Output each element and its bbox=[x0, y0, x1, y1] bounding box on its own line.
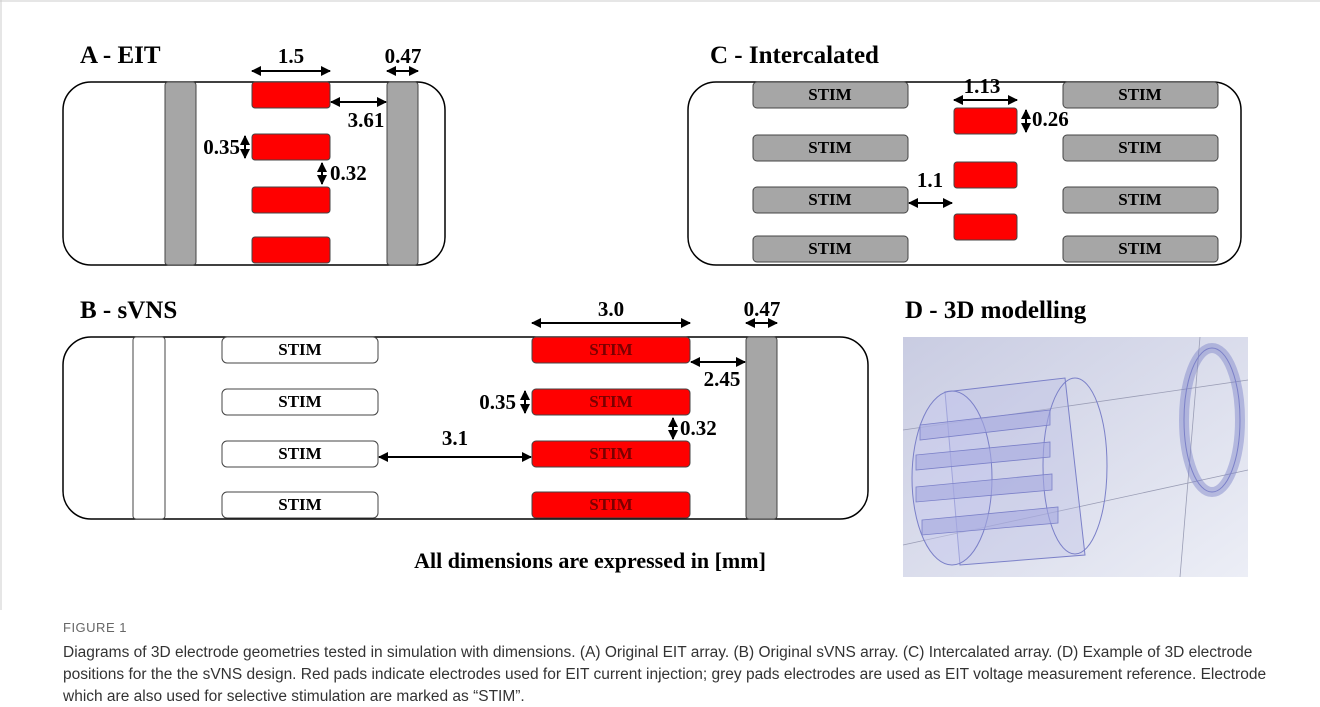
dim-label: 2.45 bbox=[704, 367, 741, 391]
stim-label: STIM bbox=[278, 392, 321, 411]
red-pad bbox=[252, 82, 330, 108]
stim-label: STIM bbox=[808, 85, 851, 104]
page-body: A - EIT 1.5 0.47 3.61 0.35 0.32 C - Inte… bbox=[0, 0, 1320, 707]
grey-band bbox=[746, 337, 777, 519]
dim-label: 3.61 bbox=[348, 108, 385, 132]
dim-label: 0.47 bbox=[744, 297, 781, 321]
figure: A - EIT 1.5 0.47 3.61 0.35 0.32 C - Inte… bbox=[0, 0, 1320, 610]
dim-label: 0.35 bbox=[203, 135, 240, 159]
render-3d bbox=[903, 337, 1248, 577]
red-pad bbox=[252, 134, 330, 160]
white-band bbox=[133, 337, 165, 519]
panel-title: D - 3D modelling bbox=[905, 297, 1087, 324]
stim-label: STIM bbox=[1118, 85, 1161, 104]
page: {"panel_a": {"title": "A - EIT", "dims":… bbox=[0, 0, 1320, 707]
red-pad bbox=[954, 214, 1017, 240]
dim-label: 0.35 bbox=[479, 390, 516, 414]
dim-label: 0.26 bbox=[1032, 107, 1069, 131]
stim-label: STIM bbox=[589, 495, 632, 514]
stim-label: STIM bbox=[808, 138, 851, 157]
panel-title: C - Intercalated bbox=[710, 42, 879, 69]
stim-label: STIM bbox=[589, 392, 632, 411]
dim-label: 0.47 bbox=[385, 44, 422, 68]
dim-label: 0.32 bbox=[330, 161, 367, 185]
stim-label: STIM bbox=[808, 239, 851, 258]
stim-label: STIM bbox=[1118, 190, 1161, 209]
caption-text: Diagrams of 3D electrode geometries test… bbox=[63, 642, 1278, 707]
stim-label: STIM bbox=[1118, 138, 1161, 157]
red-pad bbox=[954, 162, 1017, 188]
stim-label: STIM bbox=[589, 444, 632, 463]
stim-label: STIM bbox=[278, 444, 321, 463]
caption-label: FIGURE 1 bbox=[63, 620, 127, 635]
red-pad bbox=[252, 187, 330, 213]
grey-band bbox=[387, 82, 418, 265]
dim-label: 0.32 bbox=[680, 416, 717, 440]
stim-label: STIM bbox=[278, 495, 321, 514]
dim-label: 1.13 bbox=[964, 74, 1001, 98]
dim-label: 1.1 bbox=[917, 168, 943, 192]
dim-label: 3.1 bbox=[442, 426, 468, 450]
stim-label: STIM bbox=[589, 340, 632, 359]
stim-label: STIM bbox=[1118, 239, 1161, 258]
units-note: All dimensions are expressed in [mm] bbox=[414, 548, 766, 573]
grey-band bbox=[165, 82, 196, 265]
panel-title: A - EIT bbox=[80, 42, 161, 69]
dim-label: 3.0 bbox=[598, 297, 624, 321]
panel-title: B - sVNS bbox=[80, 297, 177, 324]
red-pad bbox=[252, 237, 330, 263]
cylinder-end bbox=[912, 391, 992, 565]
dim-label: 1.5 bbox=[278, 44, 304, 68]
stim-label: STIM bbox=[278, 340, 321, 359]
stim-label: STIM bbox=[808, 190, 851, 209]
red-pad bbox=[954, 108, 1017, 134]
